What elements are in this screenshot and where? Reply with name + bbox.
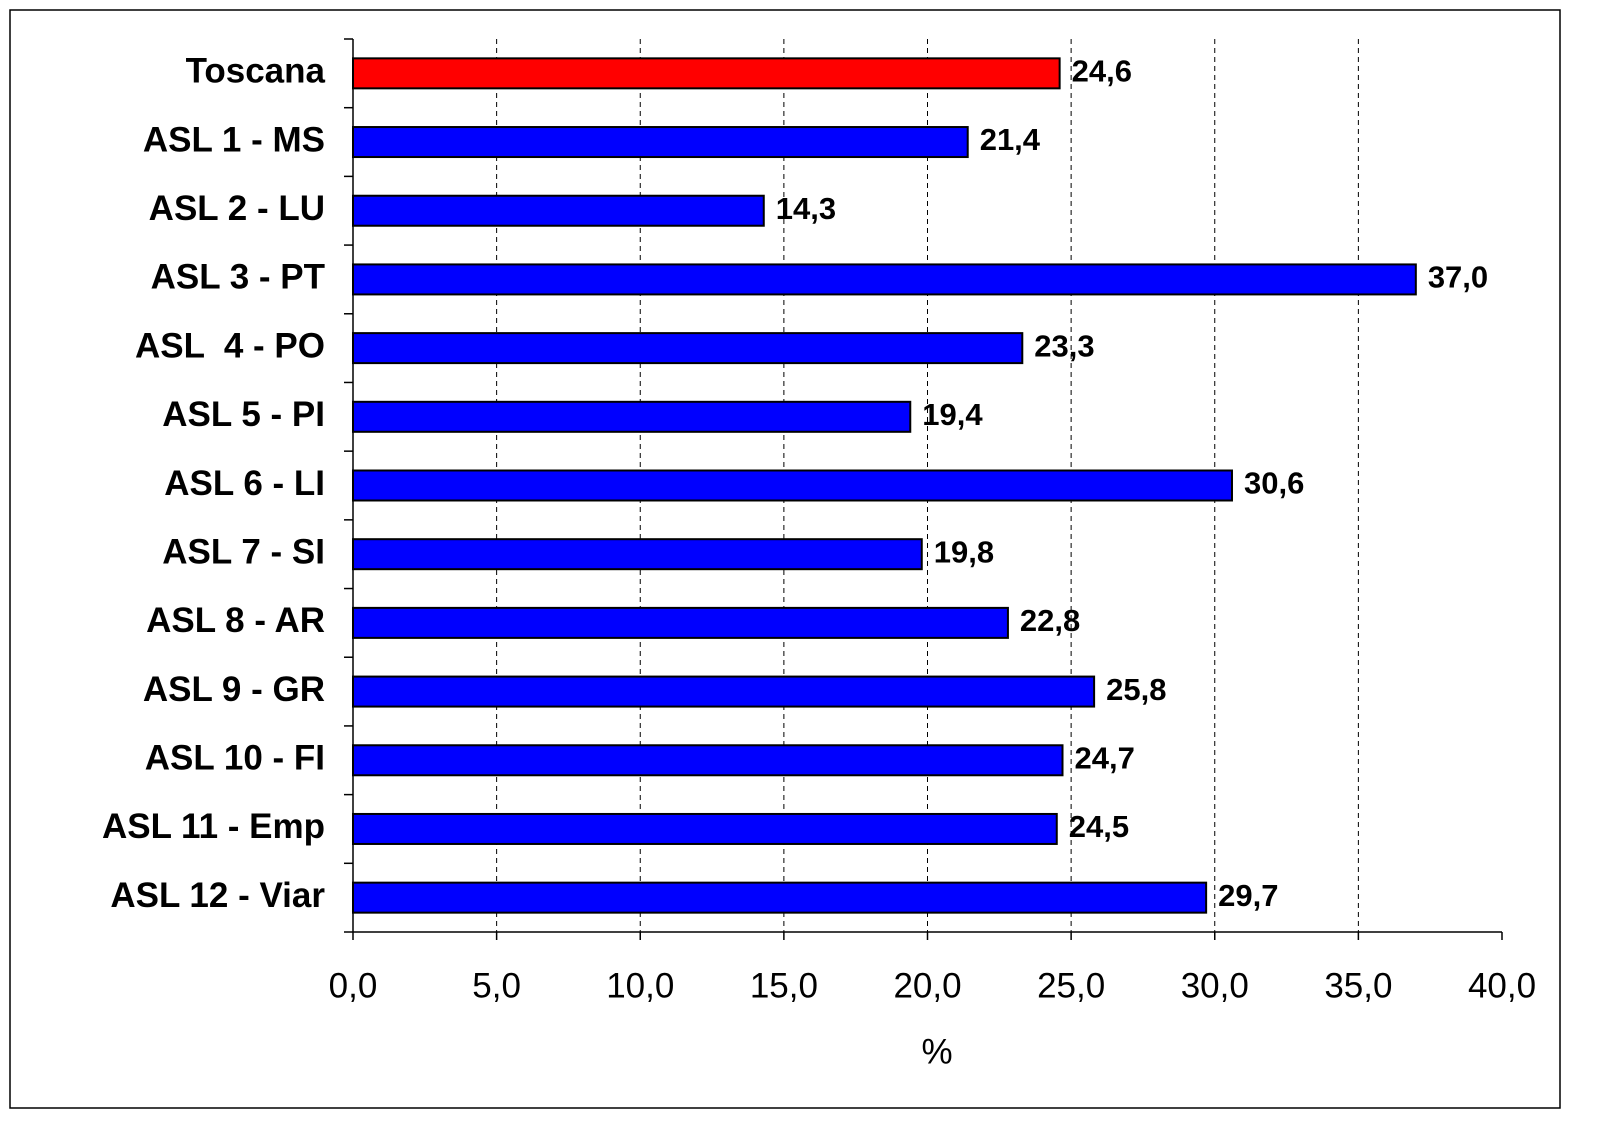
bar [352, 606, 1009, 639]
bar [352, 57, 1061, 90]
bar [352, 400, 912, 433]
bar [352, 263, 1417, 296]
y-tick-label: ASL 9 - GR [143, 670, 325, 709]
value-label: 25,8 [1106, 672, 1166, 707]
bar [352, 675, 1096, 708]
bar [352, 126, 969, 159]
x-tick-label: 25,0 [1037, 966, 1105, 1005]
bar [352, 812, 1058, 845]
y-tick-label: ASL 8 - AR [146, 601, 325, 640]
value-label: 19,8 [934, 534, 994, 569]
y-tick-label: ASL 6 - LI [164, 464, 325, 503]
y-tick-label: ASL 12 - Viar [110, 876, 325, 915]
value-label: 14,3 [776, 191, 836, 226]
value-label: 24,6 [1072, 54, 1132, 89]
value-label: 22,8 [1020, 603, 1080, 638]
x-tick-label: 30,0 [1181, 966, 1249, 1005]
value-label: 21,4 [980, 122, 1041, 157]
value-label: 23,3 [1034, 328, 1094, 363]
x-tick-label: 10,0 [606, 966, 674, 1005]
value-label: 29,7 [1218, 878, 1278, 913]
x-tick-label: 40,0 [1468, 966, 1536, 1005]
y-tick-label: ASL 2 - LU [149, 189, 325, 228]
bar [352, 469, 1233, 502]
x-tick-label: 0,0 [329, 966, 378, 1005]
value-label: 24,5 [1069, 809, 1129, 844]
bar [352, 538, 923, 571]
x-axis-label: % [921, 1032, 952, 1071]
value-label: 30,6 [1244, 466, 1304, 501]
y-tick-label: ASL 11 - Emp [102, 807, 325, 846]
bar [352, 744, 1064, 777]
y-tick-label: ASL 10 - FI [145, 739, 325, 778]
x-tick-label: 35,0 [1324, 966, 1392, 1005]
x-tick-label: 5,0 [472, 966, 521, 1005]
y-tick-label: ASL 4 - PO [135, 326, 325, 365]
y-tick-label: Toscana [186, 52, 326, 91]
value-label: 24,7 [1075, 740, 1135, 775]
value-label: 37,0 [1428, 260, 1488, 295]
y-tick-label: ASL 1 - MS [143, 120, 325, 159]
bar [352, 194, 765, 227]
y-tick-label: ASL 7 - SI [162, 532, 325, 571]
x-tick-label: 15,0 [750, 966, 818, 1005]
x-tick-label: 20,0 [893, 966, 961, 1005]
y-tick-label: ASL 5 - PI [162, 395, 325, 434]
bar [352, 332, 1024, 365]
y-tick-label: ASL 3 - PT [151, 258, 325, 297]
bar [352, 881, 1208, 914]
value-label: 19,4 [922, 397, 983, 432]
